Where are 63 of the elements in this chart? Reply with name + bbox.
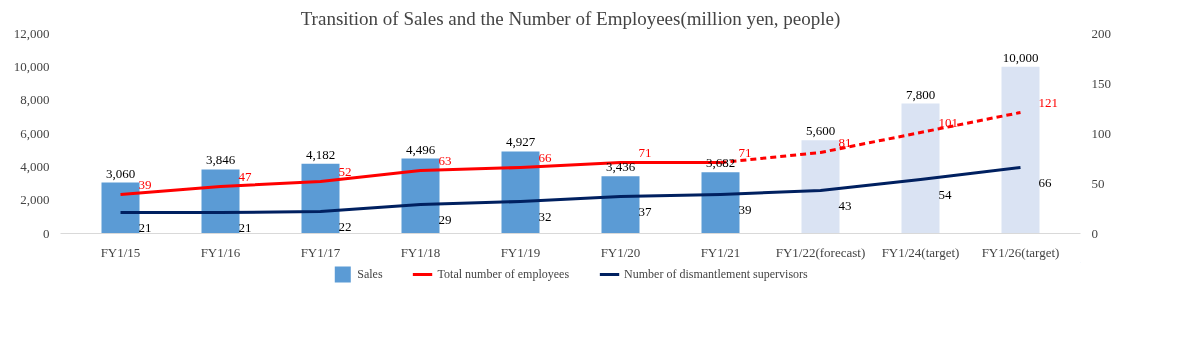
data-label: 54 <box>938 186 952 202</box>
legend-label: Total number of employees <box>437 266 570 282</box>
data-label: 121 <box>1038 94 1058 110</box>
data-label: 63 <box>438 152 452 168</box>
x-tick-label: FY1/17 <box>300 244 341 260</box>
data-label: 3,436 <box>605 159 636 175</box>
x-tick-label: FY1/24(target) <box>881 244 960 260</box>
bar <box>301 163 340 234</box>
x-tick-label: FY1/26(target) <box>981 244 1060 260</box>
bar <box>201 169 240 234</box>
x-tick-label: FY1/16 <box>200 244 241 260</box>
data-label: 3,060 <box>105 165 136 181</box>
x-tick-label: FY1/15 <box>100 244 141 260</box>
data-label: 21 <box>238 219 252 235</box>
bar <box>501 151 540 234</box>
data-label: 4,182 <box>305 146 336 162</box>
data-label: 39 <box>738 201 752 217</box>
data-label: 10,000 <box>1002 49 1039 65</box>
data-label: 52 <box>338 163 352 179</box>
bar <box>1001 66 1040 234</box>
legend-label: Sales <box>357 266 383 282</box>
bar <box>601 176 640 234</box>
data-label: 43 <box>838 197 852 213</box>
y-tick-label: 6,000 <box>20 125 50 141</box>
y2-tick-label: 200 <box>1091 25 1111 41</box>
data-label: 39 <box>138 176 152 192</box>
data-label: 66 <box>1038 174 1052 190</box>
legend-label: Number of dismantlement supervisors <box>624 266 808 282</box>
data-label: 71 <box>738 144 752 160</box>
y-tick-label: 8,000 <box>20 92 50 108</box>
data-label: 29 <box>438 211 452 227</box>
y-tick-label: 12,000 <box>13 25 50 41</box>
y2-tick-label: 0 <box>1091 225 1098 241</box>
data-label: 32 <box>538 208 552 224</box>
data-label: 66 <box>538 149 552 165</box>
y-tick-label: 4,000 <box>20 158 50 174</box>
x-tick-label: FY1/18 <box>400 244 441 260</box>
y-tick-label: 0 <box>43 225 50 241</box>
x-tick-label: FY1/22(forecast) <box>775 244 866 260</box>
data-label: 5,600 <box>805 123 836 139</box>
data-label: 22 <box>338 218 352 234</box>
data-label: 21 <box>138 219 152 235</box>
data-label: 7,800 <box>905 86 936 102</box>
data-label: 37 <box>638 203 652 219</box>
data-label: 71 <box>638 144 652 160</box>
y2-tick-label: 50 <box>1091 175 1105 191</box>
data-label: 4,496 <box>405 141 436 157</box>
y-tick-label: 2,000 <box>20 192 50 208</box>
data-label: 4,927 <box>505 134 536 150</box>
y2-tick-label: 150 <box>1091 75 1111 91</box>
y-tick-label: 10,000 <box>13 58 50 74</box>
bar <box>801 140 840 234</box>
bar <box>401 158 440 234</box>
bar <box>701 172 740 234</box>
x-tick-label: FY1/19 <box>500 244 541 260</box>
y2-tick-label: 100 <box>1091 125 1111 141</box>
data-label: 3,846 <box>205 152 236 168</box>
chart-title: Transition of Sales and the Number of Employees(million yen, people) <box>300 7 841 30</box>
bar <box>101 182 140 234</box>
data-label: 81 <box>838 134 852 150</box>
x-tick-label: FY1/20 <box>600 244 641 260</box>
bar <box>901 103 940 234</box>
x-tick-label: FY1/21 <box>700 244 741 260</box>
